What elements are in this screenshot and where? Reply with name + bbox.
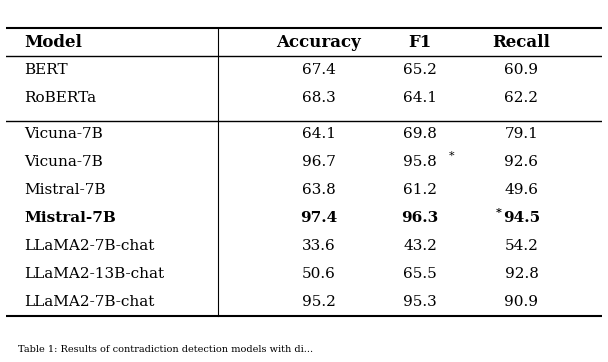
- Text: 65.2: 65.2: [403, 63, 437, 77]
- Text: 64.1: 64.1: [302, 127, 336, 142]
- Text: F1: F1: [409, 34, 432, 51]
- Text: Mistral-7B: Mistral-7B: [24, 211, 116, 225]
- Text: LLaMA2-7B-chat: LLaMA2-7B-chat: [24, 239, 154, 253]
- Text: 60.9: 60.9: [505, 63, 539, 77]
- Text: 33.6: 33.6: [302, 239, 336, 253]
- Text: Vicuna-7B: Vicuna-7B: [24, 155, 103, 169]
- Text: 54.2: 54.2: [505, 239, 539, 253]
- Text: 95.8: 95.8: [403, 155, 437, 169]
- Text: 96.7: 96.7: [302, 155, 336, 169]
- Text: 95.2: 95.2: [302, 295, 336, 309]
- Text: 67.4: 67.4: [302, 63, 336, 77]
- Text: 65.5: 65.5: [403, 267, 437, 281]
- Text: *: *: [496, 207, 502, 218]
- Text: 92.6: 92.6: [505, 155, 539, 169]
- Text: LLaMA2-7B-chat: LLaMA2-7B-chat: [24, 295, 154, 309]
- Text: 50.6: 50.6: [302, 267, 336, 281]
- Text: 96.3: 96.3: [401, 211, 439, 225]
- Text: Vicuna-7B: Vicuna-7B: [24, 127, 103, 142]
- Text: 95.3: 95.3: [403, 295, 437, 309]
- Text: 79.1: 79.1: [505, 127, 539, 142]
- Text: 62.2: 62.2: [505, 91, 539, 105]
- Text: Recall: Recall: [492, 34, 550, 51]
- Text: LLaMA2-13B-chat: LLaMA2-13B-chat: [24, 267, 164, 281]
- Text: 49.6: 49.6: [505, 183, 539, 197]
- Text: Mistral-7B: Mistral-7B: [24, 183, 105, 197]
- Text: 64.1: 64.1: [403, 91, 437, 105]
- Text: 63.8: 63.8: [302, 183, 336, 197]
- Text: 97.4: 97.4: [300, 211, 337, 225]
- Text: Accuracy: Accuracy: [277, 34, 361, 51]
- Text: 68.3: 68.3: [302, 91, 336, 105]
- Text: 92.8: 92.8: [505, 267, 539, 281]
- Text: *: *: [449, 151, 454, 161]
- Text: 61.2: 61.2: [403, 183, 437, 197]
- Text: RoBERTa: RoBERTa: [24, 91, 96, 105]
- Text: 94.5: 94.5: [503, 211, 540, 225]
- Text: 43.2: 43.2: [403, 239, 437, 253]
- Text: 90.9: 90.9: [505, 295, 539, 309]
- Text: 69.8: 69.8: [403, 127, 437, 142]
- Text: BERT: BERT: [24, 63, 67, 77]
- Text: Table 1: Results of contradiction detection models with di...: Table 1: Results of contradiction detect…: [18, 345, 313, 354]
- Text: Model: Model: [24, 34, 82, 51]
